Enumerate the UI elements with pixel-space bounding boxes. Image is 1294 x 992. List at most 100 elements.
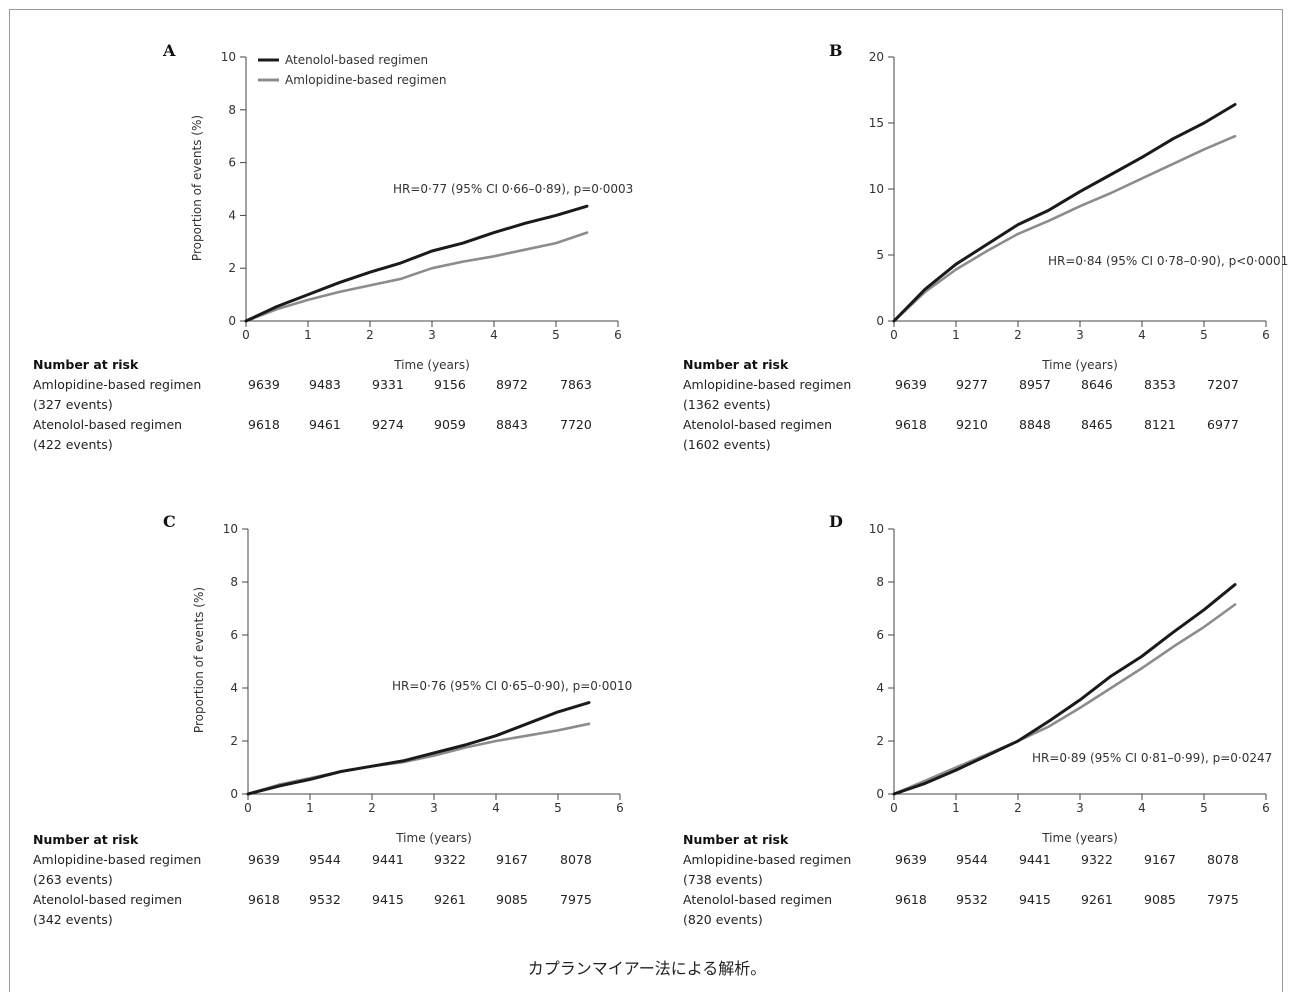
risk-row-label: Atenolol-based regimen <box>33 417 182 432</box>
risk-count: 7975 <box>560 892 592 907</box>
risk-count: 7207 <box>1207 377 1239 392</box>
risk-count: 9167 <box>496 852 528 867</box>
x-tick-label: 5 <box>552 328 560 342</box>
x-tick-label: 4 <box>492 801 500 815</box>
x-tick-label: 3 <box>430 801 438 815</box>
hazard-ratio-annotation: HR=0·84 (95% CI 0·78–0·90), p<0·0001 <box>1048 254 1288 268</box>
number-at-risk-title: Number at risk <box>33 832 139 847</box>
x-tick-label: 6 <box>616 801 624 815</box>
x-tick-label: 3 <box>428 328 436 342</box>
risk-count: 8465 <box>1081 417 1113 432</box>
panel-letter: B <box>829 41 843 60</box>
risk-row-label: Amlopidine-based regimen <box>683 377 851 392</box>
risk-row-label: Atenolol-based regimen <box>683 417 832 432</box>
x-axis-label: Time (years) <box>1041 831 1118 845</box>
y-tick-label: 6 <box>228 156 236 170</box>
y-tick-label: 4 <box>230 681 238 695</box>
x-tick-label: 6 <box>614 328 622 342</box>
number-at-risk-title: Number at risk <box>683 832 789 847</box>
y-tick-label: 0 <box>230 787 238 801</box>
x-tick-label: 0 <box>242 328 250 342</box>
risk-row-label: Amlopidine-based regimen <box>33 852 201 867</box>
risk-row-label: Atenolol-based regimen <box>33 892 182 907</box>
x-tick-label: 2 <box>1014 801 1022 815</box>
x-tick-label: 4 <box>490 328 498 342</box>
x-tick-label: 1 <box>306 801 314 815</box>
risk-count: 9544 <box>956 852 988 867</box>
risk-count: 9059 <box>434 417 466 432</box>
risk-row-label: Atenolol-based regimen <box>683 892 832 907</box>
risk-count: 8848 <box>1019 417 1051 432</box>
risk-row-events: (263 events) <box>33 872 113 887</box>
risk-count: 8957 <box>1019 377 1051 392</box>
y-tick-label: 0 <box>228 314 236 328</box>
hazard-ratio-annotation: HR=0·76 (95% CI 0·65–0·90), p=0·0010 <box>392 679 632 693</box>
panel-letter: C <box>163 512 176 531</box>
risk-count: 9415 <box>372 892 404 907</box>
risk-count: 9639 <box>248 377 280 392</box>
y-tick-label: 8 <box>230 575 238 589</box>
risk-count: 9331 <box>372 377 404 392</box>
x-axis-label: Time (years) <box>395 831 472 845</box>
risk-count: 9544 <box>309 852 341 867</box>
risk-row-label: Amlopidine-based regimen <box>33 377 201 392</box>
risk-row-events: (327 events) <box>33 397 113 412</box>
risk-count: 7863 <box>560 377 592 392</box>
series-line-amlodipine <box>246 722 591 796</box>
x-tick-label: 2 <box>368 801 376 815</box>
panel-letter: D <box>829 512 843 531</box>
x-tick-label: 1 <box>952 801 960 815</box>
risk-count: 9261 <box>434 892 466 907</box>
risk-count: 9274 <box>372 417 404 432</box>
risk-row-events: (738 events) <box>683 872 763 887</box>
panel-letter: A <box>162 41 176 60</box>
figure-caption: カプランマイアー法による解析。 <box>527 959 767 978</box>
risk-count: 9618 <box>895 892 927 907</box>
panel-b: B 0 5 10 15 20 0 1 2 3 4 5 6 Time (years) HR=0·84 (95%… <box>683 41 1288 452</box>
y-tick-label: 4 <box>876 681 884 695</box>
x-tick-label: 3 <box>1076 328 1084 342</box>
y-tick-label: 5 <box>876 248 884 262</box>
series-line-amlodipine <box>892 134 1237 323</box>
y-axis-label: Proportion of events (%) <box>192 587 206 733</box>
y-axis-label: Proportion of events (%) <box>190 115 204 261</box>
x-tick-label: 0 <box>244 801 252 815</box>
risk-count: 9156 <box>434 377 466 392</box>
risk-count: 9532 <box>956 892 988 907</box>
y-tick-label: 10 <box>223 522 238 536</box>
risk-count: 8843 <box>496 417 528 432</box>
risk-count: 8646 <box>1081 377 1113 392</box>
x-tick-label: 2 <box>1014 328 1022 342</box>
risk-count: 9210 <box>956 417 988 432</box>
risk-row-events: (1362 events) <box>683 397 771 412</box>
x-tick-label: 6 <box>1262 328 1270 342</box>
x-tick-label: 4 <box>1138 328 1146 342</box>
x-tick-label: 5 <box>1200 328 1208 342</box>
x-tick-label: 1 <box>304 328 312 342</box>
risk-row-label: Amlopidine-based regimen <box>683 852 851 867</box>
risk-count: 9415 <box>1019 892 1051 907</box>
series-line-atenolol <box>246 701 591 796</box>
y-tick-label: 20 <box>869 50 884 64</box>
y-tick-label: 0 <box>876 314 884 328</box>
risk-count: 9277 <box>956 377 988 392</box>
risk-count: 7720 <box>560 417 592 432</box>
series-line-atenolol <box>892 583 1237 796</box>
y-tick-label: 8 <box>228 103 236 117</box>
risk-count: 9461 <box>309 417 341 432</box>
risk-count: 9639 <box>895 852 927 867</box>
x-tick-label: 2 <box>366 328 374 342</box>
risk-count: 9441 <box>372 852 404 867</box>
legend-label-amlodipine: Amlopidine-based regimen <box>285 73 447 87</box>
series-line-atenolol <box>244 204 589 323</box>
risk-count: 8121 <box>1144 417 1176 432</box>
risk-count: 8972 <box>496 377 528 392</box>
panel-c: C 0 2 4 6 8 10 0 1 2 3 4 5 6 Time (years) Proportion of… <box>33 512 632 927</box>
risk-count: 9639 <box>248 852 280 867</box>
x-axis-label: Time (years) <box>393 358 470 372</box>
risk-count: 6977 <box>1207 417 1239 432</box>
risk-count: 7975 <box>1207 892 1239 907</box>
x-tick-label: 1 <box>952 328 960 342</box>
y-tick-label: 2 <box>228 261 236 275</box>
